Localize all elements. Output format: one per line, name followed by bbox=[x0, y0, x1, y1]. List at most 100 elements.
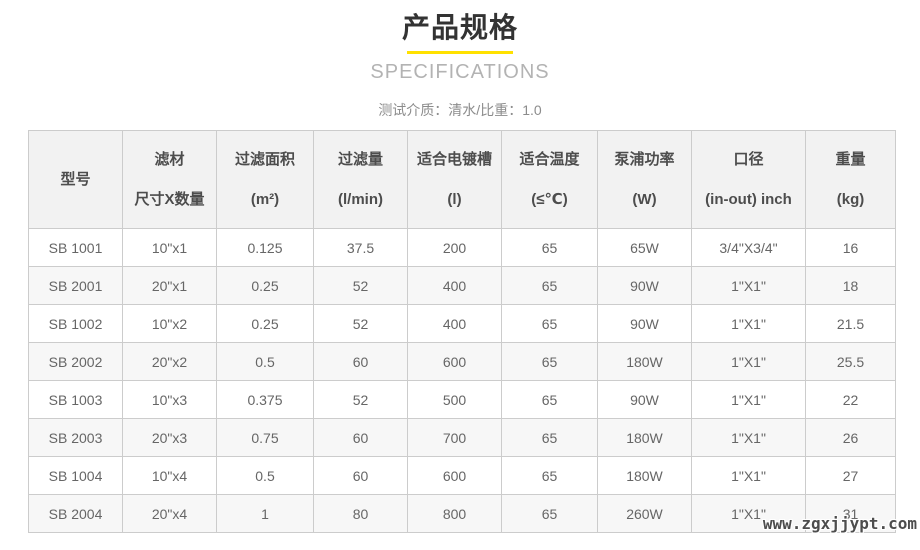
page-subtitle: SPECIFICATIONS bbox=[370, 61, 550, 83]
table-cell: 1"X1" bbox=[691, 304, 806, 343]
watermark: www.zgxjjypt.com bbox=[762, 514, 917, 533]
table-cell: 1"X1" bbox=[691, 494, 806, 533]
table-row: SB 1004 10"x4 0.5 60 600 65 180W 1"X1" 2… bbox=[28, 456, 896, 495]
column-header-label: 适合电镀槽 bbox=[416, 150, 492, 168]
column-header-label: 口径 bbox=[733, 150, 764, 168]
table-cell: 20"x4 bbox=[122, 494, 217, 533]
column-header-media-size: 滤材 尺寸X数量 bbox=[122, 130, 217, 229]
table-cell: 400 bbox=[407, 266, 502, 305]
table-cell: 80 bbox=[313, 494, 408, 533]
table-row: SB 1002 10"x2 0.25 52 400 65 90W 1"X1" 2… bbox=[28, 304, 896, 343]
table-cell: 65 bbox=[501, 304, 598, 343]
table-cell: 800 bbox=[407, 494, 502, 533]
column-header-label: 过滤面积 bbox=[234, 150, 295, 168]
table-cell: 31 bbox=[805, 494, 896, 533]
table-cell: 65 bbox=[501, 456, 598, 495]
table-cell: 0.25 bbox=[216, 266, 314, 305]
table-cell: 52 bbox=[313, 304, 408, 343]
table-header-row: 型号 滤材 尺寸X数量 过滤面积 (m²) 过滤量 (l/min) 适合电镀槽 (l) … bbox=[28, 130, 896, 229]
table-cell-model: SB 1001 bbox=[28, 228, 123, 267]
table-cell: 60 bbox=[313, 456, 408, 495]
table-cell: 60 bbox=[313, 342, 408, 381]
column-header-label: 重量 bbox=[835, 150, 866, 168]
table-row: SB 1001 10"x1 0.125 37.5 200 65 65W 3/4"… bbox=[28, 228, 896, 267]
table-cell: 22 bbox=[805, 380, 896, 419]
table-row: SB 2004 20"x4 1 80 800 65 260W 1"X1" 31 bbox=[28, 494, 896, 533]
table-cell: 600 bbox=[407, 342, 502, 381]
column-header-label: 过滤量 bbox=[337, 150, 383, 168]
table-cell: 16 bbox=[805, 228, 896, 267]
table-cell: 60 bbox=[313, 418, 408, 457]
table-cell: 21.5 bbox=[805, 304, 896, 343]
test-medium-note: 测试介质：清水/比重：1.0 bbox=[378, 102, 542, 118]
table-cell-model: SB 1002 bbox=[28, 304, 123, 343]
table-cell: 10"x1 bbox=[122, 228, 217, 267]
table-cell: 700 bbox=[407, 418, 502, 457]
table-cell: 65 bbox=[501, 494, 598, 533]
table-cell: 180W bbox=[597, 342, 692, 381]
column-header-tank-volume: 适合电镀槽 (l) bbox=[407, 130, 502, 229]
table-cell: 90W bbox=[597, 380, 692, 419]
table-cell: 0.375 bbox=[216, 380, 314, 419]
table-cell: 65 bbox=[501, 342, 598, 381]
table-cell: 3/4"X3/4" bbox=[691, 228, 806, 267]
table-cell: 37.5 bbox=[313, 228, 408, 267]
table-cell: 1"X1" bbox=[691, 456, 806, 495]
table-cell: 90W bbox=[597, 304, 692, 343]
table-cell: 27 bbox=[805, 456, 896, 495]
table-cell-model: SB 1003 bbox=[28, 380, 123, 419]
table-cell-model: SB 2004 bbox=[28, 494, 123, 533]
table-cell-model: SB 1004 bbox=[28, 456, 123, 495]
column-header-label: 泵浦功率 bbox=[614, 150, 675, 168]
table-row: SB 2001 20"x1 0.25 52 400 65 90W 1"X1" 1… bbox=[28, 266, 896, 305]
title-underline bbox=[407, 51, 513, 54]
table-cell: 18 bbox=[805, 266, 896, 305]
table-cell-model: SB 2003 bbox=[28, 418, 123, 457]
page-title: 产品规格 bbox=[401, 12, 518, 43]
table-cell: 500 bbox=[407, 380, 502, 419]
page-header: 产品规格 SPECIFICATIONS 测试介质：清水/比重：1.0 bbox=[0, 10, 920, 119]
table-cell-model: SB 2001 bbox=[28, 266, 123, 305]
column-header-temperature: 适合温度 (≤℃) bbox=[501, 130, 598, 229]
table-cell: 52 bbox=[313, 380, 408, 419]
column-header-pump-power: 泵浦功率 (W) bbox=[597, 130, 692, 229]
column-header-flow-rate: 过滤量 (l/min) bbox=[313, 130, 408, 229]
table-cell: 400 bbox=[407, 304, 502, 343]
table-cell: 0.5 bbox=[216, 456, 314, 495]
column-header-filter-area: 过滤面积 (m²) bbox=[216, 130, 314, 229]
table-cell: 600 bbox=[407, 456, 502, 495]
table-cell: 1"X1" bbox=[691, 380, 806, 419]
column-header-model: 型号 bbox=[28, 130, 123, 229]
table-row: SB 2002 20"x2 0.5 60 600 65 180W 1"X1" 2… bbox=[28, 342, 896, 381]
table-cell: 1"X1" bbox=[691, 342, 806, 381]
table-cell: 20"x2 bbox=[122, 342, 217, 381]
column-header-weight: 重量 (kg) bbox=[805, 130, 896, 229]
table-cell-model: SB 2002 bbox=[28, 342, 123, 381]
table-cell: 52 bbox=[313, 266, 408, 305]
table-cell: 65 bbox=[501, 266, 598, 305]
table-cell: 10"x3 bbox=[122, 380, 217, 419]
table-cell: 10"x2 bbox=[122, 304, 217, 343]
table-cell: 0.125 bbox=[216, 228, 314, 267]
column-header-label: 型号 bbox=[60, 170, 91, 188]
column-header-label: 滤材 bbox=[154, 150, 185, 168]
table-row: SB 1003 10"x3 0.375 52 500 65 90W 1"X1" … bbox=[28, 380, 896, 419]
table-cell: 65 bbox=[501, 418, 598, 457]
specs-table: 型号 滤材 尺寸X数量 过滤面积 (m²) 过滤量 (l/min) 适合电镀槽 (l) … bbox=[28, 130, 896, 533]
table-cell: 20"x1 bbox=[122, 266, 217, 305]
table-cell: 20"x3 bbox=[122, 418, 217, 457]
table-cell: 26 bbox=[805, 418, 896, 457]
table-cell: 180W bbox=[597, 418, 692, 457]
column-header-label: 适合温度 bbox=[519, 150, 580, 168]
table-cell: 1 bbox=[216, 494, 314, 533]
table-cell: 0.75 bbox=[216, 418, 314, 457]
column-header-port-size: 口径 (in-out) inch bbox=[691, 130, 806, 229]
table-cell: 90W bbox=[597, 266, 692, 305]
table-cell: 25.5 bbox=[805, 342, 896, 381]
table-cell: 0.5 bbox=[216, 342, 314, 381]
table-cell: 65 bbox=[501, 228, 598, 267]
table-cell: 10"x4 bbox=[122, 456, 217, 495]
table-cell: 1"X1" bbox=[691, 418, 806, 457]
table-cell: 200 bbox=[407, 228, 502, 267]
